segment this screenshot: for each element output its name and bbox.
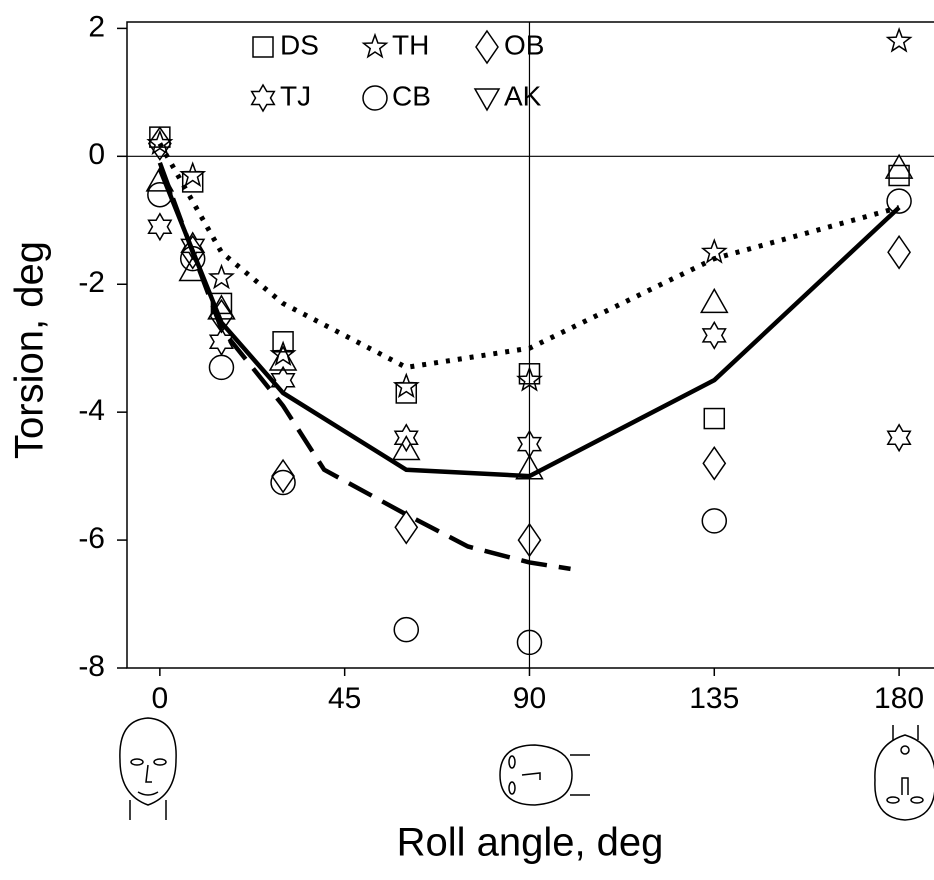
data-point <box>181 171 204 193</box>
data-point <box>886 423 912 453</box>
face-upright <box>119 717 177 820</box>
data-point <box>146 129 174 155</box>
data-point <box>145 166 175 192</box>
legend-label: DS <box>280 29 319 60</box>
data-point <box>147 212 173 242</box>
face-icons <box>119 717 934 821</box>
data-point <box>516 366 543 392</box>
data-point <box>884 153 914 179</box>
data-point <box>208 354 235 381</box>
x-axis-label: Roll angle, deg <box>397 821 664 865</box>
legend-label: OB <box>504 29 544 60</box>
data-point <box>515 454 544 480</box>
data-point <box>269 340 297 367</box>
data-point <box>272 331 294 353</box>
data-point <box>268 345 298 371</box>
data-point <box>179 161 207 187</box>
plot-frame <box>126 21 934 669</box>
legend-label: TH <box>392 29 429 60</box>
data-point <box>701 508 728 534</box>
legend-label: CB <box>392 80 431 111</box>
x-tick-label: 90 <box>513 682 546 715</box>
data-point <box>700 238 728 264</box>
legend-marker <box>361 32 389 59</box>
y-tick-label: -8 <box>78 650 105 683</box>
y-tick-label: 2 <box>88 10 105 43</box>
data-point <box>699 287 729 314</box>
curve <box>157 161 571 572</box>
data-point <box>394 509 419 545</box>
data-point <box>392 372 420 399</box>
data-point <box>207 294 236 320</box>
x-tick-label: 135 <box>689 682 739 715</box>
legend-marker <box>473 88 501 112</box>
data-point <box>516 629 543 656</box>
data-point <box>517 522 542 558</box>
x-tick-label: 45 <box>328 682 361 715</box>
data-point <box>147 181 173 208</box>
data-point <box>701 320 727 350</box>
data-point <box>395 382 418 404</box>
y-tick-label: -4 <box>78 394 105 427</box>
data-point <box>393 423 419 453</box>
data-point <box>391 435 421 461</box>
face-rolled-180 <box>874 725 934 821</box>
face-rolled-90 <box>499 744 590 806</box>
y-tick-label: -2 <box>78 266 105 299</box>
data-point <box>703 407 726 430</box>
y-axis-label: Torsion, deg <box>8 241 52 459</box>
data-point <box>886 188 912 214</box>
data-point <box>210 292 233 315</box>
curve <box>157 142 900 370</box>
legend-marker <box>252 36 274 58</box>
data-point <box>887 234 912 270</box>
data-point <box>207 263 235 290</box>
data-point <box>393 616 420 643</box>
y-tick-label: -6 <box>78 522 105 555</box>
data-point <box>885 27 913 53</box>
data-point <box>518 363 541 385</box>
legend-label: TJ <box>280 80 311 111</box>
data-point <box>178 255 207 282</box>
data-point <box>209 298 234 334</box>
x-tick-label: 180 <box>874 682 924 715</box>
data-point <box>888 164 910 187</box>
data-point <box>270 469 296 496</box>
legend-marker <box>250 83 276 113</box>
x-tick-label: 0 <box>152 682 169 715</box>
data-point <box>271 458 295 494</box>
data-point <box>147 126 172 161</box>
legend-marker <box>362 85 388 111</box>
data-point <box>702 446 727 481</box>
legend-label: AK <box>504 80 542 111</box>
data-point <box>270 365 296 395</box>
y-tick-label: 0 <box>88 138 105 171</box>
legend-marker <box>475 29 499 65</box>
data-point <box>179 245 206 272</box>
